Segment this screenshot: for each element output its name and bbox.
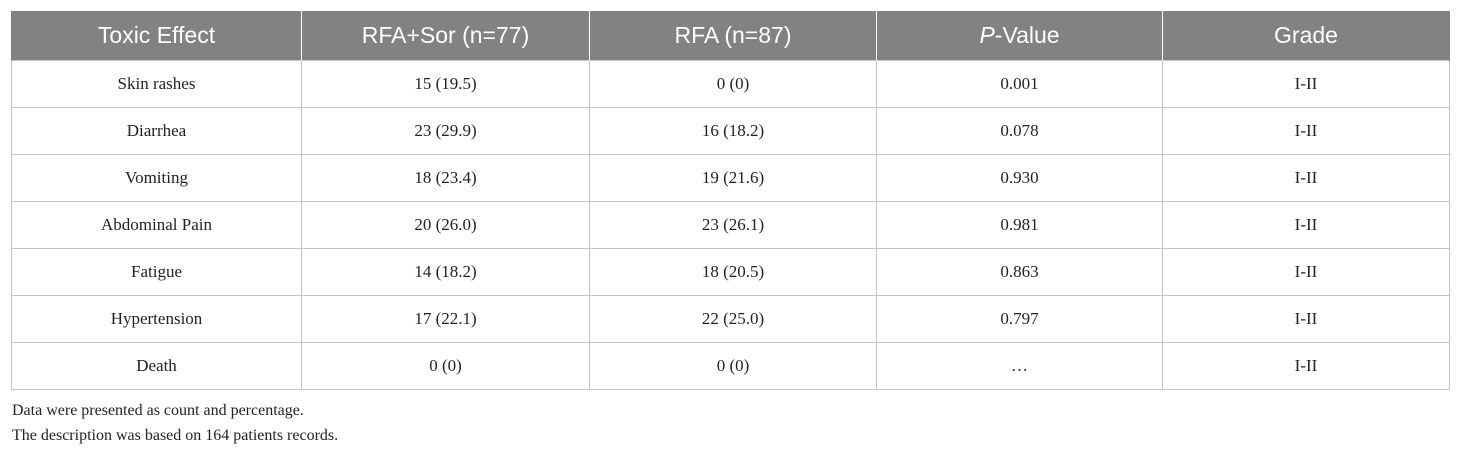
table-cell: 14 (18.2) <box>301 248 590 296</box>
table-cell: I-II <box>1162 295 1450 343</box>
table-cell: I-II <box>1162 201 1450 249</box>
table-cell: 0.930 <box>876 154 1163 202</box>
table-row: Abdominal Pain 20 (26.0) 23 (26.1) 0.981 I-I… <box>11 201 1450 249</box>
header-cell: Grade <box>1162 11 1450 61</box>
table-cell: 23 (29.9) <box>301 107 590 155</box>
table-cell: I-II <box>1162 248 1450 296</box>
table-cell: 19 (21.6) <box>589 154 877 202</box>
table-cell: 17 (22.1) <box>301 295 590 343</box>
table-cell: 18 (20.5) <box>589 248 877 296</box>
table-cell: Diarrhea <box>11 107 302 155</box>
header-cell: RFA+Sor (n=77) <box>301 11 590 61</box>
table-cell: Hypertension <box>11 295 302 343</box>
table-row: Death 0 (0) 0 (0)… I-II <box>11 342 1450 390</box>
toxicity-table: Toxic Effect RFA+Sor (n=77) RFA (n=87) P… <box>11 11 1450 390</box>
header-cell: Toxic Effect <box>11 11 302 61</box>
header-italic: P <box>979 22 995 48</box>
header-cell: RFA (n=87) <box>589 11 877 61</box>
table-cell: … <box>876 342 1163 390</box>
table-cell: 18 (23.4) <box>301 154 590 202</box>
table-cell: 22 (25.0) <box>589 295 877 343</box>
table-cell: I-II <box>1162 342 1450 390</box>
footnote: The description was based on 164 patient… <box>12 427 339 444</box>
table-cell: 16 (18.2) <box>589 107 877 155</box>
header-cell: P-Value <box>876 11 1163 61</box>
table-cell: I-II <box>1162 107 1450 155</box>
table-cell: Skin rashes <box>11 60 302 108</box>
header-text: -Value <box>994 22 1060 48</box>
table-cell: I-II <box>1162 60 1450 108</box>
table-cell: 0.078 <box>876 107 1163 155</box>
table-cell: 0.981 <box>876 201 1163 249</box>
header-row: Toxic Effect RFA+Sor (n=77) RFA (n=87) P… <box>11 11 1450 61</box>
table-cell: 0.797 <box>876 295 1163 343</box>
table-cell: 0.863 <box>876 248 1163 296</box>
table-cell: Death <box>11 342 302 390</box>
table-row: Diarrhea 23 (29.9) 16 (18.2) 0.078 I-II <box>11 107 1450 155</box>
table-cell: 20 (26.0) <box>301 201 590 249</box>
table-cell: 0 (0) <box>589 342 877 390</box>
table-row: Vomiting 18 (23.4) 19 (21.6) 0.930 I-II <box>11 154 1450 202</box>
table-cell: 15 (19.5) <box>301 60 590 108</box>
table-cell: Vomiting <box>11 154 302 202</box>
table-cell: 23 (26.1) <box>589 201 877 249</box>
table-cell: I-II <box>1162 154 1450 202</box>
table-row: Skin rashes 15 (19.5) 0 (0) 0.001 I-II <box>11 60 1450 108</box>
footnote: Data were presented as count and percent… <box>12 402 304 419</box>
table-header: Toxic Effect RFA+Sor (n=77) RFA (n=87) P… <box>11 11 1450 61</box>
table-cell: 0.001 <box>876 60 1163 108</box>
table-cell: Abdominal Pain <box>11 201 302 249</box>
table-row: Hypertension 17 (22.1) 22 (25.0) 0.797 I-II <box>11 295 1450 343</box>
table-cell: Fatigue <box>11 248 302 296</box>
table-cell: 0 (0) <box>589 60 877 108</box>
table-row: Fatigue 14 (18.2) 18 (20.5) 0.863 I-II <box>11 248 1450 296</box>
table-cell: 0 (0) <box>301 342 590 390</box>
table-body: Skin rashes 15 (19.5) 0 (0) 0.001 I-II Diarrh… <box>11 60 1450 390</box>
